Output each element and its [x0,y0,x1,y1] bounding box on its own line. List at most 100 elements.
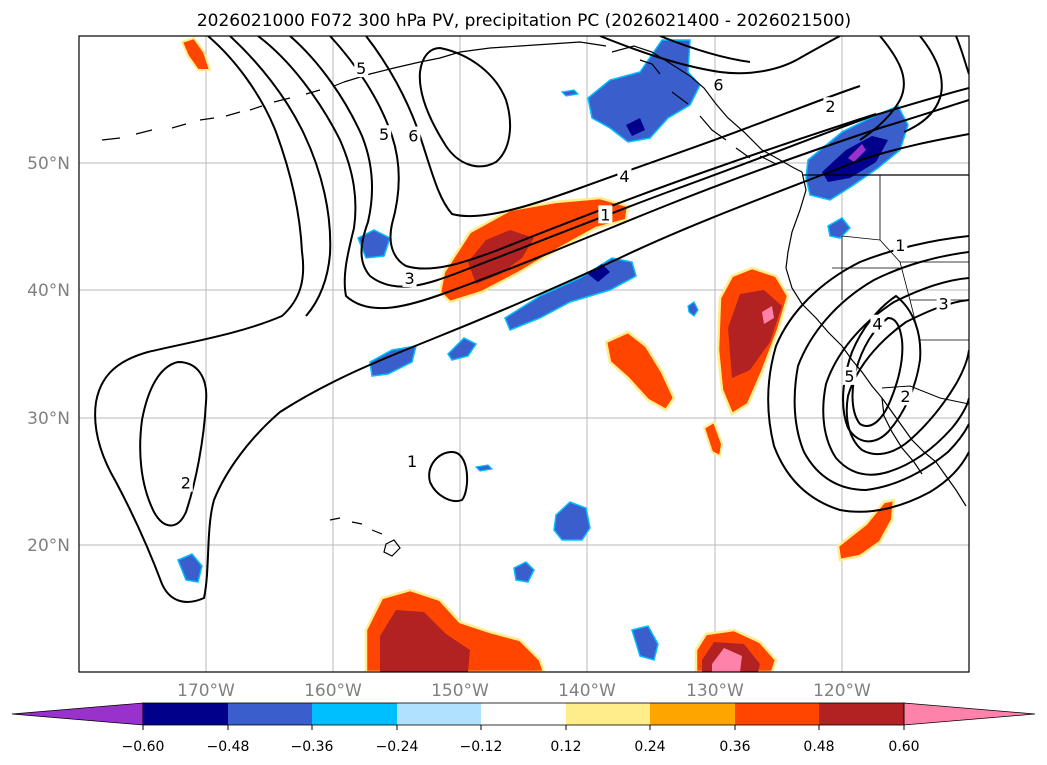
pv-contour-2 [229,36,332,317]
pv-contour-3 [257,36,969,310]
pv-trough-2 [793,251,969,492]
coastlines [101,41,969,557]
pv-contour-2-low [139,360,208,527]
colorbar-segment-1 [143,703,228,725]
map-frame [78,35,970,673]
contour-label-bg-10 [936,294,951,313]
colorbar-tick-label-5: −0.12 [460,739,503,755]
colorbar-segment-5 [481,703,566,725]
lat-tick-label-50n: 50°N [27,154,70,174]
chart-title: 2026021000 F072 300 hPa PV, precipitatio… [197,11,851,31]
colorbar-tick-labels: −0.60 −0.48 −0.36 −0.24 −0.12 0.12 0.24 … [122,739,920,755]
contour-label-bg-5 [823,97,838,116]
pv-contour-4 [289,36,969,288]
lon-tick-labels: 170°W 160°W 150°W 140°W 130°W 120°W [177,681,871,701]
lon-tick-label-140w: 140°W [558,681,616,701]
precip-blob-south-central [553,501,591,541]
precip-blob-small-warm [702,420,724,458]
precip-blob-wa-small [827,217,852,239]
coast-aleutians [101,81,345,141]
pv-contour-1-west-small [428,450,469,502]
contour-label-bg-4 [406,126,421,145]
colorbar-tick-label-3: −0.36 [291,739,334,755]
pv-contour-5 [329,36,877,270]
colorbar-tick-label-6: 0.12 [550,739,581,755]
lat-tick-labels: 20°N 30°N 40°N 50°N [27,154,70,556]
lon-tick-label-160w: 160°W [304,681,362,701]
precip-blob-mid-left [369,345,418,377]
contour-label-bg-14 [405,452,420,471]
colorbar-tick-label-9: 0.48 [803,739,834,755]
contour-label-10: 3 [938,294,948,313]
colorbar-tick-label-4: −0.24 [376,739,419,755]
precip-blob-tiny-2 [560,89,580,97]
pv-trough-1 [767,235,969,513]
pv-contour-6-loop [418,46,512,168]
colorbar-extend-low [11,702,144,726]
colorbar-tick-label-8: 0.36 [719,739,750,755]
colorbar-outline [142,702,905,726]
colorbar-tick-label-10: 0.60 [888,739,919,755]
contour-label-4: 6 [408,126,418,145]
precip-blob-south-small [513,561,535,583]
precip-blob-south-large-core [380,610,470,672]
pv-trough-6 [851,316,904,427]
lat-tick-label-30n: 30°N [27,409,70,429]
contour-label-11: 4 [872,315,882,334]
colorbar-tick-label-2: −0.48 [207,739,250,755]
pv-trough-3 [822,277,969,476]
precip-blob-corner-nw [180,36,212,71]
coast-alaska-south [343,41,607,83]
lat-tick-label-40n: 40°N [27,281,70,301]
pv-contour-ne-3 [859,36,905,141]
colorbar-segment-9 [819,703,904,725]
contour-label-bg-8 [402,268,417,287]
coast-bc-islands [639,59,777,165]
precip-blob-tiny-1 [687,301,699,317]
contour-label-bg-7 [598,205,613,224]
precip-blob-southwest [177,553,203,583]
contour-label-1: 5 [356,59,366,78]
colorbar-extend-high [903,702,1036,726]
lon-tick-label-170w: 170°W [177,681,235,701]
coast-alaska-panhandle [611,45,803,173]
colorbar-segment-6 [566,703,650,725]
contour-label-7: 1 [600,205,610,224]
contour-label-bg-9 [893,235,908,254]
precip-blob-south-small-2 [631,625,659,661]
colorbar-segment-7 [650,703,735,725]
pv-contour-ne-1 [599,36,841,75]
coast-hawaii-islands [329,517,401,557]
contour-label-bg-6 [617,167,632,186]
contour-label-8: 3 [404,269,414,288]
precip-blob-central-warm [604,330,676,412]
precip-blob-central-core [588,264,610,282]
contour-label-bg-1 [354,59,369,78]
precip-blob-offshore-ca-pink [762,306,774,324]
contour-label-bg-2 [711,75,726,94]
precip-blob-south-right-pink [712,648,742,672]
contour-label-9: 1 [895,236,905,255]
pv-contour-1-outer [94,36,969,603]
contour-label-bg-15 [178,473,193,492]
contour-label-bg-3 [377,125,392,144]
lon-tick-label-150w: 150°W [431,681,489,701]
colorbar-tick-label-7: 0.24 [634,739,665,755]
precip-blob-mid-small [447,337,478,361]
contour-label-13: 2 [900,387,910,406]
colorbar-segment-4 [397,703,481,725]
contour-label-bg-11 [870,314,885,333]
precip-blob-gulf-alaska-core [626,118,645,136]
colorbar-ticks [142,725,905,730]
pv-trough-5 [842,294,922,443]
contour-label-15: 2 [181,474,191,493]
colorbar: −0.60 −0.48 −0.36 −0.24 −0.12 0.12 0.24 … [11,702,1036,755]
contour-label-12: 5 [844,367,854,386]
colorbar-tick-label-1: −0.60 [122,739,165,755]
lat-tick-label-20n: 20°N [27,536,70,556]
pv-contour-ne-5 [955,36,969,75]
colorbar-segment-8 [735,703,819,725]
colorbar-segment-3 [312,703,397,725]
